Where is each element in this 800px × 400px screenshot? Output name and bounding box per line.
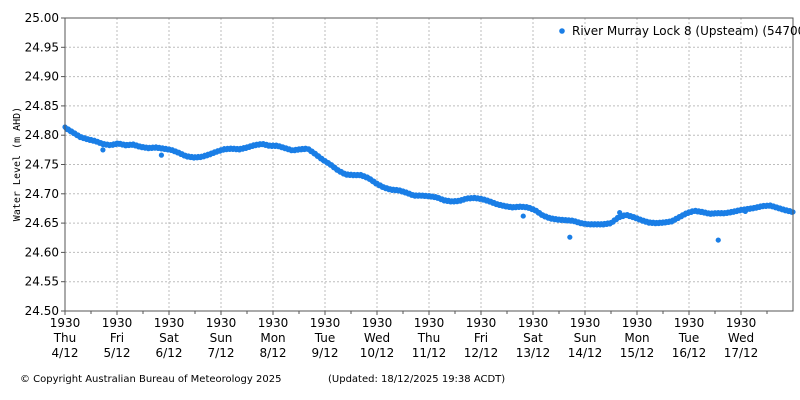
- x-tick-label: 4/12: [52, 346, 79, 360]
- x-tick-label: Wed: [728, 331, 754, 345]
- y-tick-label: 24.55: [25, 275, 59, 289]
- y-tick-label: 24.85: [25, 99, 59, 113]
- x-tick-label: Tue: [678, 331, 700, 345]
- x-tick-label: 16/12: [672, 346, 707, 360]
- y-tick-label: 24.60: [25, 245, 59, 259]
- x-tick-label: 1930: [570, 316, 601, 330]
- y-tick-label: 24.95: [25, 40, 59, 54]
- x-tick-label: 1930: [102, 316, 133, 330]
- x-tick-label: 1930: [310, 316, 341, 330]
- data-point-outlier: [742, 208, 748, 214]
- x-tick-label: 1930: [622, 316, 653, 330]
- copyright-notice: © Copyright Australian Bureau of Meteoro…: [20, 374, 282, 385]
- x-tick-label: Mon: [624, 331, 649, 345]
- x-tick-label: 17/12: [724, 346, 759, 360]
- y-tick-label: 24.80: [25, 128, 59, 142]
- y-tick-label: 24.75: [25, 158, 59, 172]
- plot-frame: [64, 17, 794, 312]
- x-tick-label: Sat: [523, 331, 543, 345]
- x-tick-label: Thu: [53, 331, 77, 345]
- data-point-outlier: [158, 152, 165, 158]
- x-tick-label: 1930: [726, 316, 757, 330]
- x-tick-label: 10/12: [360, 346, 395, 360]
- x-tick-label: 8/12: [260, 346, 287, 360]
- x-tick-label: Tue: [314, 331, 336, 345]
- x-tick-label: Thu: [417, 331, 441, 345]
- x-tick-label: Sat: [159, 331, 179, 345]
- updated-timestamp: (Updated: 18/12/2025 19:38 ACDT): [328, 374, 506, 385]
- y-tick-label: 24.50: [25, 304, 59, 318]
- x-tick-label: 1930: [518, 316, 549, 330]
- data-point-outlier: [100, 147, 106, 153]
- x-tick-label: Mon: [260, 331, 285, 345]
- data-point-outlier: [617, 209, 623, 216]
- x-tick-label: 14/12: [568, 346, 603, 360]
- data-point-outlier: [715, 237, 721, 243]
- x-tick-label: 11/12: [412, 346, 447, 360]
- y-tick-label: 24.70: [25, 187, 59, 201]
- x-tick-label: 7/12: [208, 346, 235, 360]
- y-tick-label: 25.00: [25, 11, 59, 25]
- x-tick-label: 5/12: [104, 346, 131, 360]
- x-tick-label: 1930: [674, 316, 705, 330]
- x-axis-ticks: 1930Thu4/121930Fri5/121930Sat6/121930Sun…: [50, 311, 768, 360]
- x-tick-label: Fri: [474, 331, 488, 345]
- y-axis-label: Water Level (m AHD): [12, 107, 23, 221]
- x-tick-label: Wed: [364, 331, 390, 345]
- x-tick-label: 6/12: [156, 346, 183, 360]
- data-points: [62, 124, 796, 243]
- x-tick-label: 1930: [258, 316, 289, 330]
- y-tick-label: 24.90: [25, 70, 59, 84]
- x-tick-label: 1930: [466, 316, 497, 330]
- x-tick-label: 9/12: [312, 346, 339, 360]
- legend: River Murray Lock 8 (Upsteam) (547008): [559, 24, 800, 38]
- data-point-outlier: [567, 234, 573, 240]
- x-tick-label: 15/12: [620, 346, 655, 360]
- x-tick-label: 1930: [362, 316, 393, 330]
- x-tick-label: 1930: [50, 316, 81, 330]
- x-tick-label: Sun: [574, 331, 597, 345]
- x-tick-label: 1930: [154, 316, 185, 330]
- x-tick-label: 1930: [414, 316, 445, 330]
- x-tick-label: Fri: [110, 331, 124, 345]
- data-point-outlier: [520, 213, 526, 219]
- x-tick-label: 12/12: [464, 346, 499, 360]
- legend-label: River Murray Lock 8 (Upsteam) (547008): [572, 24, 800, 38]
- x-tick-label: Sun: [210, 331, 233, 345]
- y-axis-ticks: 24.50 24.55 24.60 24.65 24.70 24.75 24.80 24.85…: [25, 11, 65, 318]
- legend-marker: [559, 28, 565, 34]
- y-tick-label: 24.65: [25, 216, 59, 230]
- x-tick-label: 1930: [206, 316, 237, 330]
- x-tick-label: 13/12: [516, 346, 551, 360]
